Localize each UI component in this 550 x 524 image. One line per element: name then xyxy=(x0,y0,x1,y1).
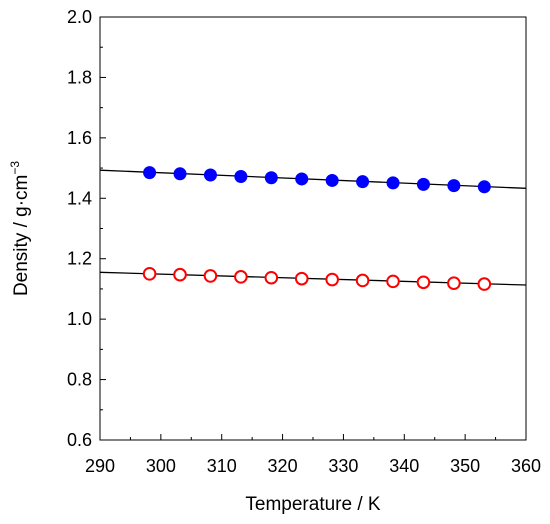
x-tick-label: 350 xyxy=(450,456,480,476)
y-tick-label: 2.0 xyxy=(67,7,92,27)
fit-lines xyxy=(99,169,527,286)
y-axis-title-superscript: −3 xyxy=(8,161,22,175)
y-axis-title-main: Density / g·cm xyxy=(11,175,32,296)
y-tick-label: 1.6 xyxy=(67,128,92,148)
y-tick-label: 1.8 xyxy=(67,67,92,87)
y-tick-label: 1.0 xyxy=(67,309,92,329)
y-tick-label: 1.2 xyxy=(67,249,92,269)
data-point-series-1 xyxy=(173,167,187,181)
x-axis-ticks: 290 300 310 320 330 340 350 360 xyxy=(85,434,541,476)
data-point-series-1 xyxy=(203,168,217,182)
data-point-series-2 xyxy=(234,270,248,284)
data-point-series-2 xyxy=(173,267,187,282)
y-tick-label: 0.6 xyxy=(67,430,92,450)
data-point-series-1 xyxy=(416,177,430,191)
x-tick-label: 320 xyxy=(268,456,298,476)
fit-line-series-2 xyxy=(99,271,527,286)
x-tick-label: 300 xyxy=(146,456,176,476)
x-axis-title: Temperature / K xyxy=(245,494,380,515)
data-point-series-2 xyxy=(294,271,309,286)
data-point-series-1 xyxy=(477,180,491,194)
x-tick-label: 330 xyxy=(328,456,358,476)
data-point-series-2 xyxy=(477,277,492,291)
data-point-series-1 xyxy=(447,179,461,193)
y-tick-label: 1.4 xyxy=(67,188,92,208)
y-tick-label: 0.8 xyxy=(67,370,92,390)
x-tick-label: 310 xyxy=(207,456,237,476)
data-point-series-2 xyxy=(325,272,339,287)
data-point-series-1 xyxy=(264,171,278,185)
x-tick-label: 360 xyxy=(511,456,541,476)
plot-area-frame xyxy=(99,16,527,441)
data-point-series-2 xyxy=(264,270,279,285)
data-point-series-2 xyxy=(447,276,461,290)
data-point-series-1 xyxy=(143,166,157,180)
x-tick-label: 340 xyxy=(389,456,419,476)
data-points xyxy=(142,166,492,291)
data-point-series-2 xyxy=(142,267,157,281)
data-point-series-1 xyxy=(325,173,339,187)
data-point-series-2 xyxy=(416,275,431,290)
y-axis-title: Density / g·cm−3 xyxy=(8,161,32,296)
data-point-series-2 xyxy=(355,273,370,288)
x-tick-label: 290 xyxy=(85,456,115,476)
data-point-series-1 xyxy=(356,175,370,189)
data-point-series-2 xyxy=(203,269,218,283)
data-point-series-1 xyxy=(234,170,248,184)
data-point-series-1 xyxy=(295,172,309,186)
data-point-series-1 xyxy=(386,176,400,190)
y-axis-ticks: 0.6 0.8 1.0 1.2 1.4 1.6 1.8 2.0 xyxy=(67,7,106,450)
data-point-series-2 xyxy=(386,274,400,289)
fit-line-series-1 xyxy=(99,169,527,189)
